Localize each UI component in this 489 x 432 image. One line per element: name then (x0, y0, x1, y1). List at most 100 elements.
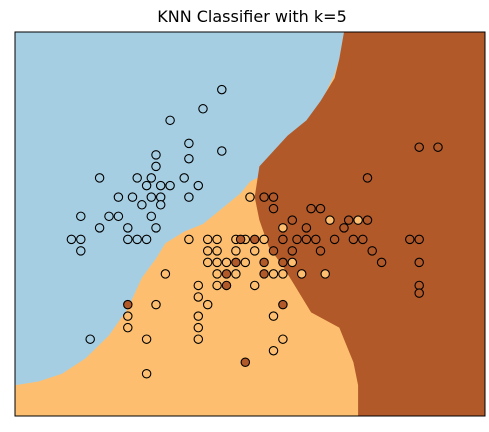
data-point-class-1 (296, 269, 307, 279)
data-point-class-0 (104, 211, 114, 222)
data-point-class-0 (76, 246, 86, 256)
data-point-class-0 (141, 180, 152, 191)
data-point-class-0 (217, 84, 227, 95)
data-point-class-1 (231, 269, 241, 279)
data-point-class-1 (202, 299, 213, 310)
data-point-class-1 (141, 369, 152, 379)
data-point-class-0 (94, 173, 105, 183)
data-point-class-1 (151, 299, 161, 310)
data-point-class-2 (376, 257, 387, 268)
data-point-class-2 (433, 142, 443, 152)
data-point-class-1 (141, 334, 152, 344)
data-point-class-0 (165, 180, 175, 191)
data-point-class-2 (362, 173, 373, 183)
data-point-class-1 (212, 269, 222, 279)
chart-title: KNN Classifier with k=5 (157, 7, 347, 26)
data-point-class-1 (287, 257, 298, 268)
data-point-class-2 (362, 215, 373, 225)
data-point-class-1 (202, 246, 213, 256)
data-point-class-1 (212, 246, 222, 256)
data-point-class-2 (240, 357, 251, 367)
data-point-class-2 (268, 246, 279, 256)
data-point-class-1 (202, 257, 213, 268)
data-point-class-2 (235, 234, 246, 245)
data-point-class-2 (358, 234, 368, 245)
data-point-class-2 (259, 257, 269, 268)
data-point-class-1 (231, 246, 241, 256)
data-point-class-2 (348, 234, 359, 245)
data-point-class-0 (113, 192, 124, 202)
data-point-class-0 (155, 180, 166, 191)
data-point-class-2 (259, 269, 269, 279)
data-point-class-1 (193, 280, 204, 291)
data-point-class-2 (405, 234, 415, 245)
data-point-class-0 (76, 211, 86, 222)
data-point-class-2 (278, 234, 288, 245)
data-point-class-1 (249, 280, 260, 291)
data-point-class-0 (132, 234, 142, 245)
data-point-class-2 (315, 246, 326, 256)
data-point-class-0 (127, 192, 138, 202)
data-point-class-0 (193, 180, 204, 191)
data-point-class-0 (141, 234, 152, 245)
data-point-class-1 (202, 234, 213, 245)
data-point-class-2 (367, 246, 377, 256)
data-point-class-0 (184, 153, 194, 164)
data-point-class-0 (179, 173, 189, 183)
data-point-class-0 (146, 192, 157, 202)
data-point-class-0 (151, 161, 161, 172)
data-point-class-2 (259, 192, 269, 202)
data-point-class-1 (212, 280, 222, 291)
data-point-class-2 (221, 269, 232, 279)
data-point-class-1 (160, 269, 171, 279)
data-point-class-1 (320, 269, 330, 279)
data-point-class-2 (123, 299, 133, 310)
data-point-class-2 (278, 257, 288, 268)
data-point-class-1 (249, 246, 260, 256)
data-point-class-1 (193, 322, 204, 333)
data-point-class-2 (301, 234, 312, 245)
data-point-class-2 (221, 280, 232, 291)
data-point-class-1 (193, 311, 204, 321)
data-point-class-0 (146, 173, 157, 183)
data-point-class-1 (278, 334, 288, 344)
data-point-class-0 (151, 223, 161, 233)
data-point-class-1 (184, 234, 194, 245)
decision-region-class-0 (15, 32, 344, 386)
data-point-class-2 (306, 203, 316, 214)
data-point-class-2 (315, 203, 326, 214)
data-point-class-2 (343, 215, 354, 225)
data-point-class-0 (132, 173, 142, 183)
data-point-class-2 (231, 257, 241, 268)
data-point-class-2 (268, 203, 279, 214)
data-point-class-2 (268, 192, 279, 202)
data-point-class-0 (146, 211, 157, 222)
data-point-class-1 (268, 311, 279, 321)
data-point-class-0 (66, 234, 77, 245)
data-point-class-2 (311, 234, 321, 245)
data-point-class-2 (414, 234, 424, 245)
data-point-class-1 (123, 311, 133, 321)
data-point-class-0 (151, 150, 161, 160)
data-point-class-0 (155, 200, 166, 210)
data-point-class-2 (339, 223, 349, 233)
data-point-class-0 (85, 334, 95, 344)
data-point-class-2 (287, 246, 298, 256)
data-point-class-2 (292, 234, 302, 245)
plot-area (14, 31, 486, 417)
data-point-class-0 (217, 146, 227, 156)
data-point-class-1 (325, 215, 335, 225)
data-point-class-2 (414, 142, 424, 152)
data-point-class-1 (353, 215, 363, 225)
data-point-class-0 (184, 138, 194, 149)
data-point-class-1 (278, 223, 288, 233)
data-points (66, 84, 443, 379)
data-point-class-1 (212, 257, 222, 268)
data-point-class-2 (414, 288, 424, 298)
data-point-class-1 (268, 345, 279, 356)
data-point-class-0 (184, 192, 194, 202)
data-point-class-1 (278, 269, 288, 279)
data-point-class-2 (414, 257, 424, 268)
data-point-class-0 (137, 200, 147, 210)
